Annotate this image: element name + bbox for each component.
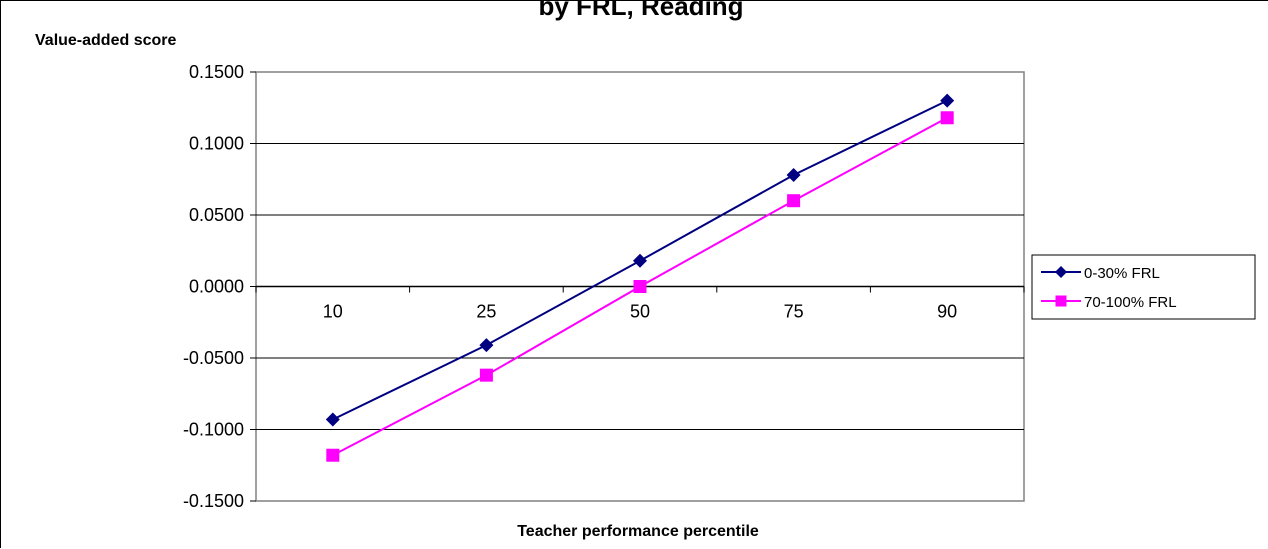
- data-point: [1055, 266, 1067, 278]
- data-point: [940, 111, 954, 125]
- data-point: [1055, 295, 1067, 307]
- legend-label: 70-100% FRL: [1084, 294, 1177, 311]
- y-tick-label: 0.1500: [189, 62, 244, 82]
- x-tick-label: 75: [784, 302, 804, 322]
- legend-entry: 0-30% FRL: [1041, 265, 1160, 282]
- y-tick-label: 0.1000: [189, 134, 244, 154]
- series: [325, 93, 955, 427]
- x-tick-label: 90: [937, 302, 957, 322]
- legend: 0-30% FRL 70-100% FRL: [1031, 254, 1256, 320]
- data-point: [940, 93, 955, 108]
- y-axis-ticks: 0.1500 0.1000 0.0500 0.0000 -0.0500 -0.1000 -0…: [183, 62, 256, 511]
- x-tick-label: 10: [323, 302, 343, 322]
- y-axis-title: Value-added score: [35, 32, 176, 49]
- series: [326, 111, 954, 462]
- y-tick-label: 0.0500: [189, 205, 244, 225]
- y-tick-label: -0.1000: [183, 420, 244, 440]
- x-axis-title: Teacher performance percentile: [517, 523, 759, 540]
- y-tick-label: -0.1500: [183, 491, 244, 511]
- legend-entry: 70-100% FRL: [1041, 294, 1177, 311]
- x-tick-label: 50: [630, 302, 650, 322]
- chart-title: by FRL, Reading: [538, 1, 743, 21]
- legend-label: 0-30% FRL: [1084, 265, 1160, 282]
- data-point: [633, 253, 647, 268]
- x-tick-label: 25: [476, 302, 496, 322]
- y-tick-label: 0.0000: [189, 277, 244, 297]
- series-layer: [325, 93, 955, 462]
- legend-box: [1031, 254, 1256, 320]
- data-point: [326, 448, 340, 462]
- data-point: [479, 368, 493, 382]
- y-tick-label: -0.0500: [183, 348, 244, 368]
- data-point: [633, 280, 647, 293]
- data-point: [479, 338, 494, 353]
- data-point: [786, 167, 801, 182]
- data-point: [325, 412, 340, 427]
- data-point: [787, 194, 801, 208]
